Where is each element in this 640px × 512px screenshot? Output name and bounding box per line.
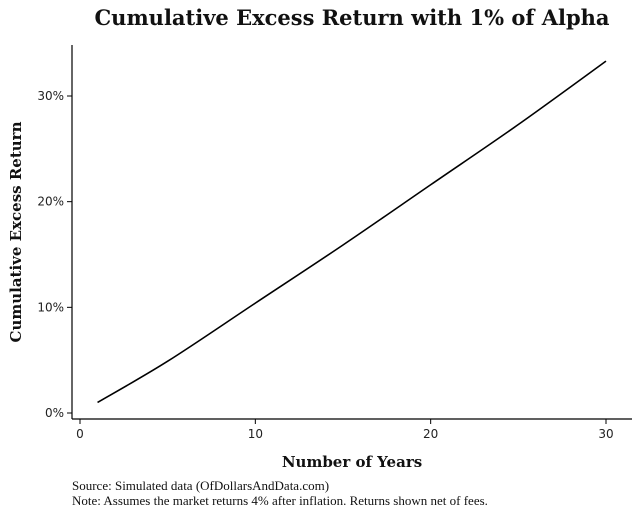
x-tick-label: 0: [76, 427, 84, 441]
x-tick-label: 30: [598, 427, 613, 441]
series-line: [97, 60, 607, 404]
plot-area: 0 10 20 30 0% 10% 20% 30%: [37, 45, 632, 441]
x-tick-label: 20: [423, 427, 438, 441]
y-tick-label: 10%: [37, 300, 64, 314]
y-tick-label: 20%: [37, 195, 64, 209]
x-tick-label: 10: [248, 427, 263, 441]
assumption-note: Note: Assumes the market returns 4% afte…: [72, 493, 488, 508]
x-axis-title: Number of Years: [282, 453, 422, 471]
chart-title: Cumulative Excess Return with 1% of Alph…: [94, 5, 609, 30]
y-axis-ticks: 0% 10% 20% 30%: [37, 89, 72, 420]
x-axis-ticks: 0 10 20 30: [76, 419, 614, 441]
y-tick-label: 0%: [45, 406, 64, 420]
y-tick-label: 30%: [37, 89, 64, 103]
series-layer: [97, 60, 607, 404]
source-note: Source: Simulated data (OfDollarsAndData…: [72, 478, 329, 493]
y-axis-title: Cumulative Excess Return: [7, 121, 25, 342]
